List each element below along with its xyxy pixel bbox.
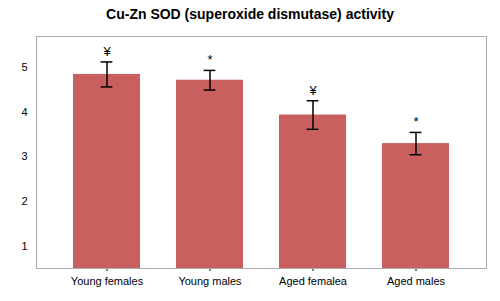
svg-text:1: 1 (21, 240, 27, 252)
svg-text:*: * (207, 52, 212, 67)
svg-text:*: * (413, 114, 418, 129)
svg-text:5: 5 (21, 61, 27, 73)
svg-text:Young females: Young females (71, 275, 144, 287)
html-text:Cu-Zn SOD (superoxide dismutas: Cu-Zn SOD (superoxide dismutase) activit… (106, 6, 394, 22)
svg-text:Aged femalea: Aged femalea (279, 275, 348, 287)
svg-text:¥: ¥ (308, 83, 317, 98)
svg-text:4: 4 (21, 106, 27, 118)
svg-text:¥: ¥ (102, 44, 111, 59)
svg-text:2: 2 (21, 195, 27, 207)
svg-text:Young males: Young males (178, 275, 242, 287)
svg-text:Aged males: Aged males (387, 275, 446, 287)
svg-text:3: 3 (21, 150, 27, 162)
